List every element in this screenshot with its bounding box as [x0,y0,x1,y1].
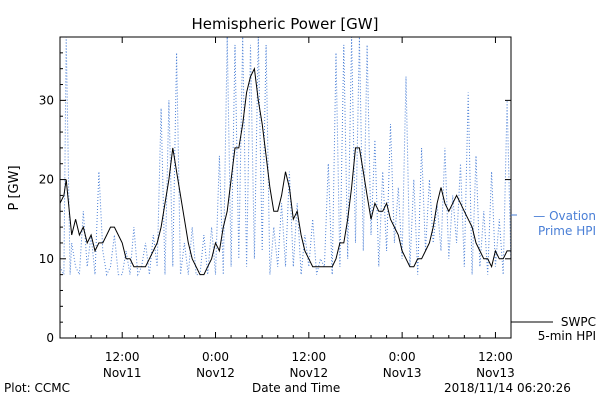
axis-caption: Date and Time [252,381,341,395]
x-tick-time-label: 12:00 [478,350,513,364]
series-line-ovation-prime-hpi [59,36,512,277]
timestamp: 2018/11/14 06:20:26 [444,381,571,395]
x-tick-time-label: 0:00 [389,350,416,364]
legend-ovation-text: Prime HPI [538,224,596,238]
y-tick-label: 30 [39,93,54,107]
x-tick-date-label: Nov12 [196,366,235,380]
y-tick-label: 0 [46,331,54,345]
series-line-swpc-5-min-hpi [59,66,511,276]
y-tick-label: 20 [39,173,54,187]
legend-ovation-text: — Ovation [533,209,596,223]
x-tick-time-label: 0:00 [202,350,229,364]
x-tick-date-label: Nov12 [289,366,328,380]
legend-swpc-text: 5-min HPI [538,329,596,343]
x-tick-date-label: Nov11 [103,366,142,380]
x-tick-date-label: Nov13 [383,366,422,380]
x-tick-time-label: 12:00 [105,350,140,364]
x-tick-time-label: 12:00 [292,350,327,364]
y-tick-label: 10 [39,252,54,266]
plot-credit: Plot: CCMC [4,381,70,395]
x-tick-date-label: Nov13 [476,366,515,380]
y-axis-label: P [GW] [7,165,22,210]
plot-frame [59,36,512,339]
legend-swpc-text: SWPC [561,315,596,329]
chart-title: Hemispheric Power [GW] [192,15,379,33]
